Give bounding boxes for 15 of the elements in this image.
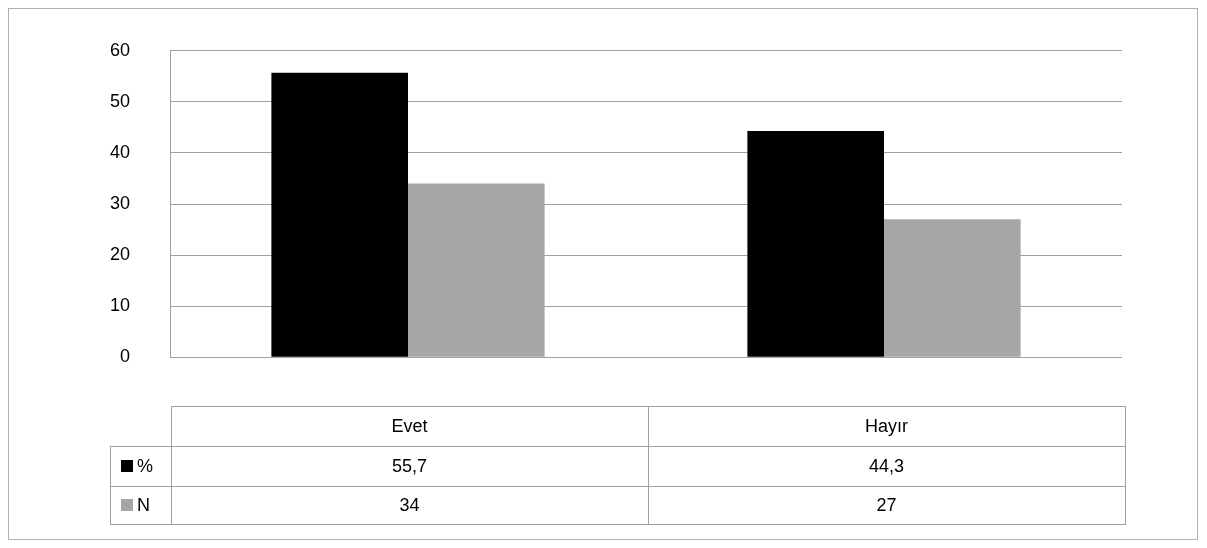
data-label: 55,7 xyxy=(171,446,648,487)
legend-label: N xyxy=(110,486,171,525)
data-label: 34 xyxy=(171,486,648,525)
y-tick-label: 20 xyxy=(109,244,130,265)
y-tick-label: 50 xyxy=(109,90,130,111)
y-tick-label: 10 xyxy=(109,295,130,316)
legend-label: % xyxy=(110,446,171,487)
y-tick-label: 40 xyxy=(109,141,130,162)
y-tick-label: 30 xyxy=(109,192,130,213)
data-label: 27 xyxy=(648,486,1125,525)
x-tick-label: Hayır xyxy=(648,406,1125,447)
data-label: 44,3 xyxy=(648,446,1125,487)
x-tick-label: Evet xyxy=(171,406,648,447)
y-tick-label: 60 xyxy=(109,39,130,60)
y-tick-label: 0 xyxy=(119,346,130,367)
